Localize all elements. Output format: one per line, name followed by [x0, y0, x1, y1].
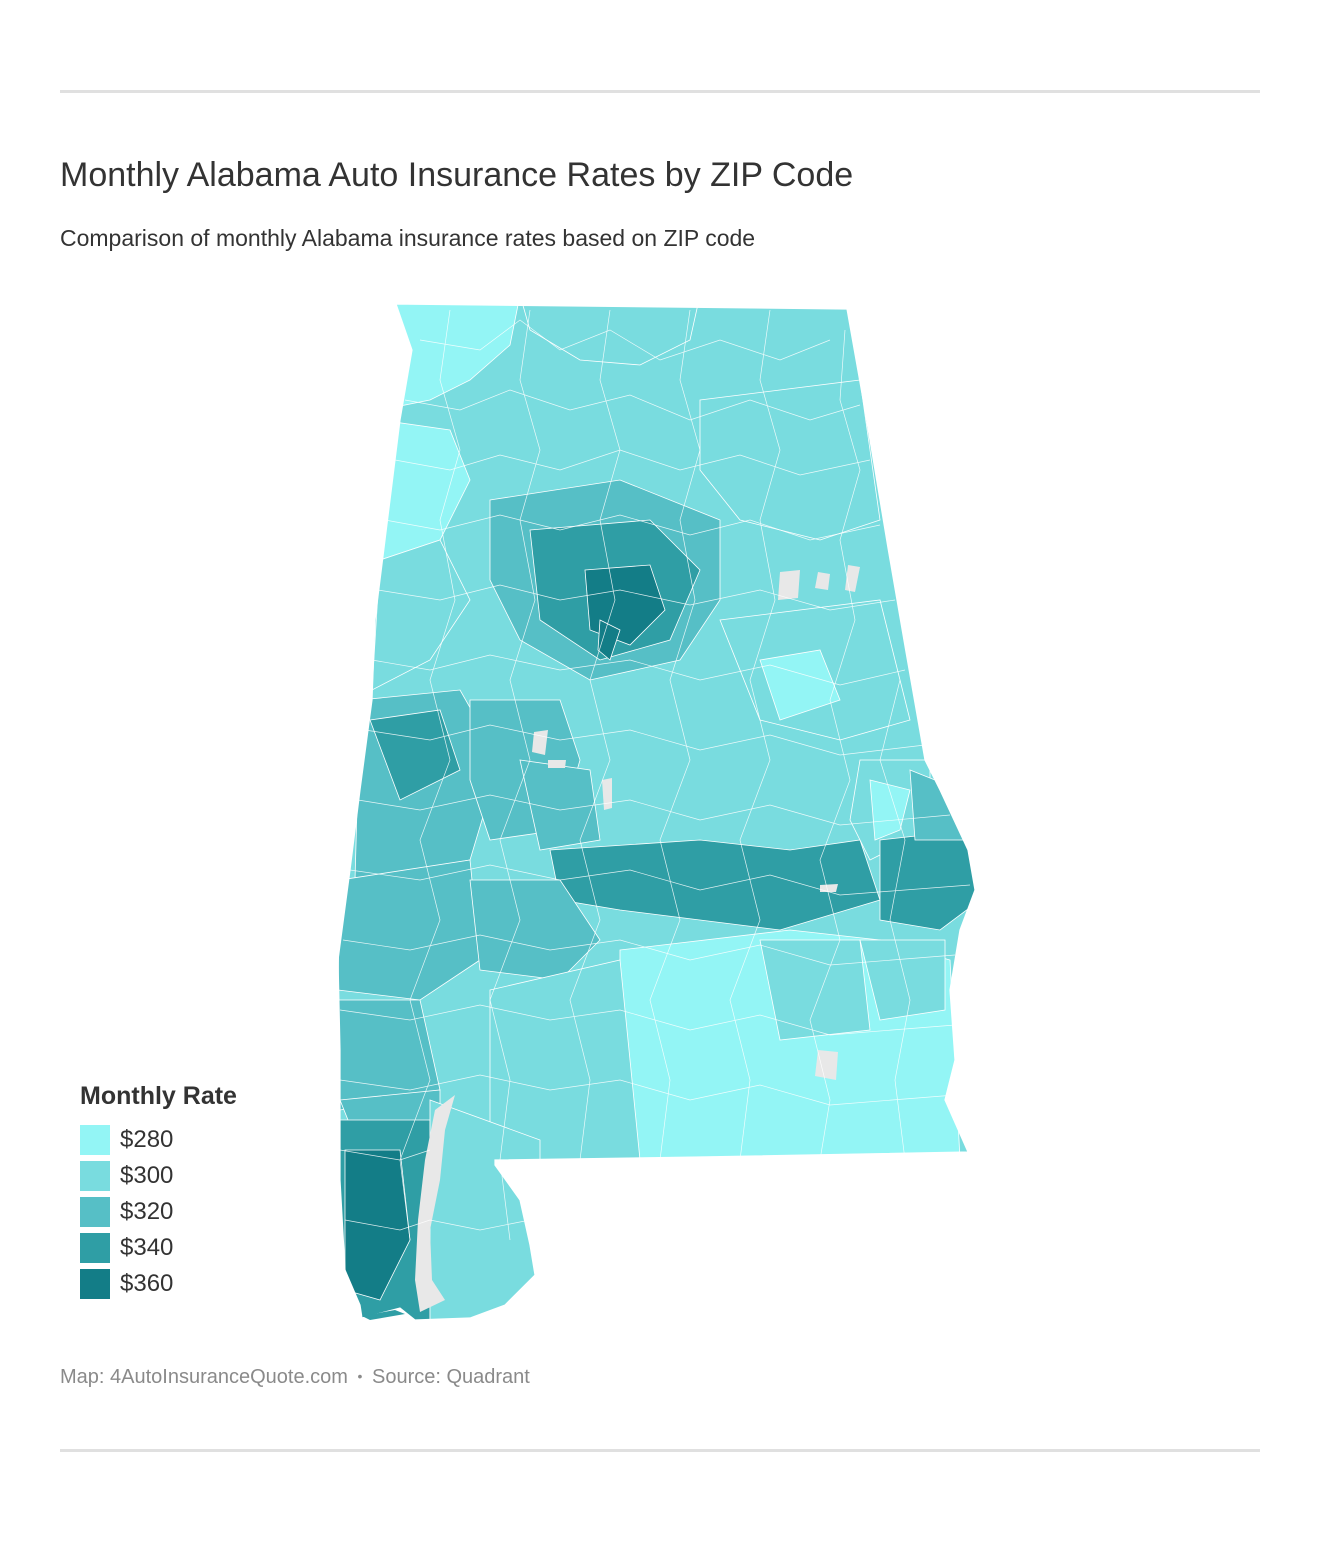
- legend-swatch: [80, 1197, 110, 1227]
- legend-swatch: [80, 1233, 110, 1263]
- top-divider: [60, 90, 1260, 93]
- legend-swatch: [80, 1161, 110, 1191]
- zip-region-montgomery-west: [469, 879, 601, 981]
- bottom-divider: [60, 1449, 1260, 1452]
- no-data-patch: [602, 778, 612, 810]
- legend-label: $320: [120, 1198, 174, 1225]
- dauphin-island: [362, 1310, 405, 1320]
- legend-label: $340: [120, 1234, 174, 1261]
- no-data-patch: [815, 1050, 838, 1080]
- no-data-patch: [778, 570, 800, 600]
- zip-region-central-selma: [519, 759, 601, 851]
- zip-region-east-mid: [909, 769, 966, 841]
- page-subtitle: Comparison of monthly Alabama insurance …: [60, 225, 756, 251]
- legend-label: $300: [120, 1162, 174, 1189]
- zip-region-south-mid: [759, 939, 871, 1041]
- page-title: Monthly Alabama Auto Insurance Rates by …: [60, 156, 854, 194]
- legend-item: $320: [80, 1194, 237, 1230]
- zip-region-west-dark: [369, 709, 461, 801]
- legend: Monthly Rate $280 $300 $320 $340 $360: [80, 1078, 237, 1302]
- zip-boundaries: [339, 309, 971, 1241]
- legend-label: $360: [120, 1270, 174, 1297]
- zip-region-birmingham-tail: [597, 619, 621, 661]
- no-data-patch: [820, 884, 838, 892]
- footer-separator: •: [357, 1368, 363, 1384]
- footer-credits: Map: 4AutoInsuranceQuote.com • Source: Q…: [60, 1362, 530, 1391]
- legend-swatch: [80, 1125, 110, 1155]
- legend-title: Monthly Rate: [80, 1082, 237, 1110]
- legend-item: $340: [80, 1230, 237, 1266]
- zip-region-montgomery-band: [549, 839, 881, 931]
- legend-item: $360: [80, 1266, 237, 1302]
- map-credit: Map: 4AutoInsuranceQuote.com: [60, 1366, 348, 1388]
- legend-label: $280: [120, 1126, 174, 1153]
- no-data-patch: [815, 572, 830, 590]
- no-data-patch: [548, 760, 566, 768]
- mobile-bay: [415, 1095, 455, 1312]
- state-outline: [337, 303, 976, 1321]
- legend-items: $280 $300 $320 $340 $360: [80, 1122, 237, 1302]
- zip-regions: [338, 304, 975, 1320]
- legend-item: $280: [80, 1122, 237, 1158]
- zip-region-south-east-mid: [859, 939, 946, 1021]
- alabama-zip-map: [337, 303, 976, 1321]
- legend-item: $300: [80, 1158, 237, 1194]
- source-credit: Source: Quadrant: [371, 1366, 530, 1388]
- legend-swatch: [80, 1269, 110, 1299]
